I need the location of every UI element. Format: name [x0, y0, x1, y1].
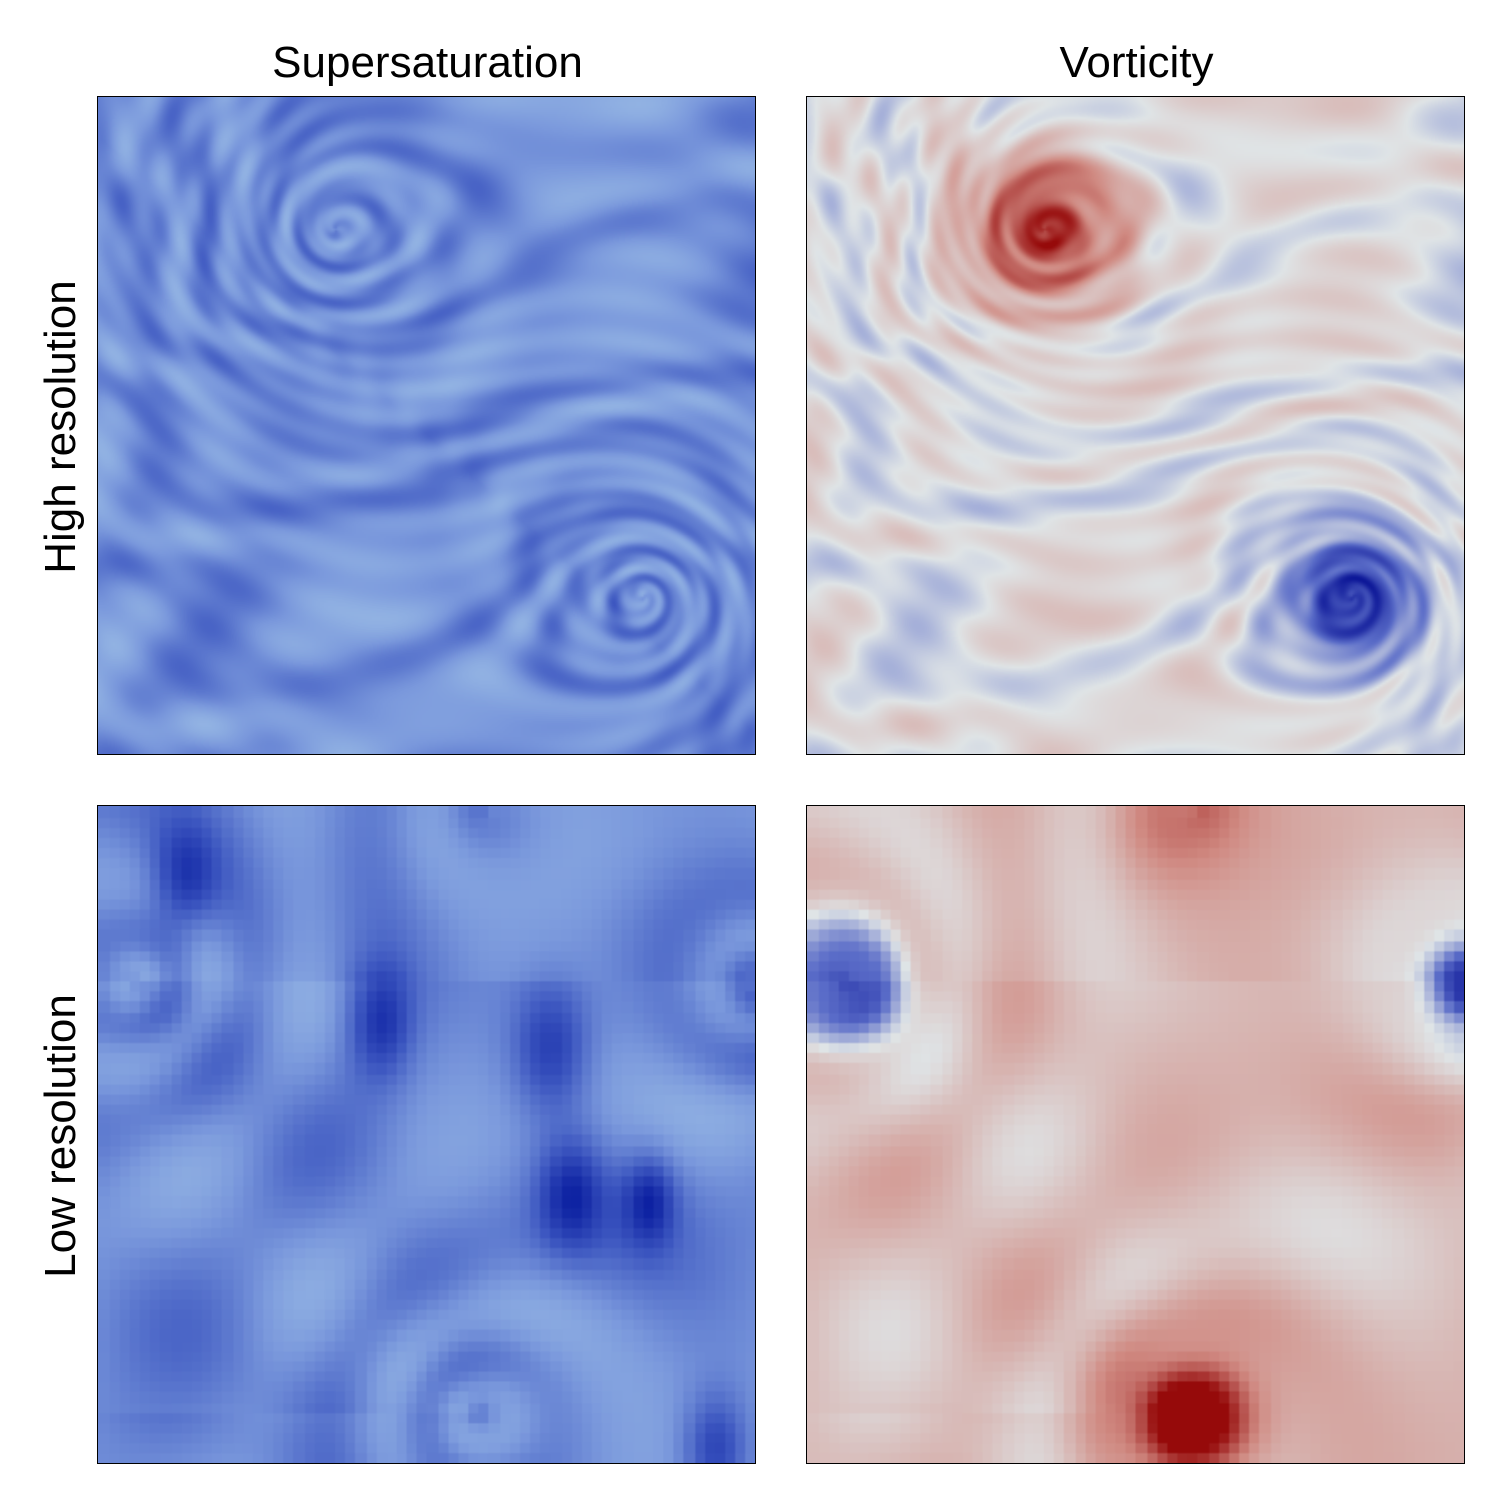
panel-vorticity-high-resolution [806, 96, 1465, 755]
panel-vorticity-low-resolution [806, 805, 1465, 1464]
column-title-vorticity: Vorticity [1059, 38, 1214, 87]
row-title-low-resolution: Low resolution [36, 994, 85, 1278]
vorticity-low-resolution-image [807, 806, 1464, 1463]
row-title-high-resolution: High resolution [36, 280, 85, 574]
panel-supersaturation-low-resolution [97, 805, 756, 1464]
column-title-supersaturation: Supersaturation [272, 38, 583, 87]
vorticity-high-resolution-image [807, 97, 1464, 754]
supersaturation-low-resolution-image [98, 806, 755, 1463]
supersaturation-high-resolution-image [98, 97, 755, 754]
panel-supersaturation-high-resolution [97, 96, 756, 755]
